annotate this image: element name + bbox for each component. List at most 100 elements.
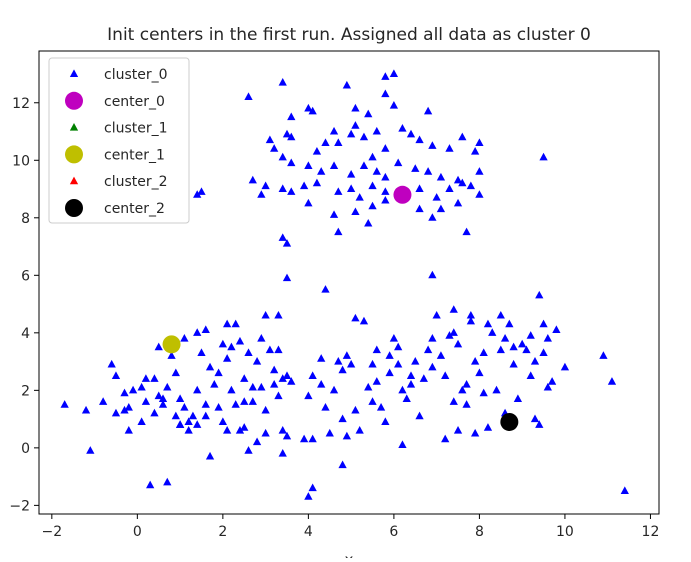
cluster_0-point	[338, 460, 347, 469]
cluster_0-point	[385, 351, 394, 359]
cluster_0-point	[475, 368, 484, 377]
cluster_0-point	[154, 391, 163, 400]
cluster_0-point	[492, 385, 501, 394]
cluster_0-point	[423, 106, 433, 115]
cluster_0-point	[150, 374, 159, 382]
cluster_0-point	[317, 379, 326, 388]
cluster_0-point	[428, 213, 437, 221]
cluster_0-point	[398, 440, 407, 448]
cluster_0-point	[599, 351, 608, 359]
cluster_0-point	[470, 356, 480, 365]
cluster_0-point	[282, 129, 292, 138]
cluster_0-point	[415, 184, 424, 193]
cluster_0-point	[505, 319, 514, 328]
cluster_0-point	[120, 405, 129, 414]
x-tick-label: 8	[475, 524, 484, 540]
cluster_0-point	[248, 175, 257, 184]
cluster_0-point	[389, 69, 399, 77]
cluster_0-point	[180, 402, 189, 411]
cluster_0-point	[193, 190, 202, 198]
cluster_0-point	[278, 374, 287, 382]
cluster_0-point	[278, 78, 287, 86]
cluster_0-point	[312, 147, 322, 155]
cluster_0-point	[372, 377, 381, 385]
cluster_0-point	[560, 362, 570, 371]
cluster_0-point	[154, 342, 163, 351]
cluster_0-point	[214, 368, 223, 377]
cluster_0-point	[184, 417, 193, 425]
cluster_0-point	[287, 132, 296, 141]
cluster_0-point	[458, 178, 467, 187]
cluster_0-point	[287, 158, 296, 167]
cluster_0-point	[368, 201, 377, 210]
legend-marker-center_1	[65, 145, 83, 164]
cluster_0-point	[411, 164, 420, 172]
center_0-marker	[393, 185, 412, 204]
cluster_0-point	[368, 181, 377, 190]
legend: cluster_0 center_0 cluster_1 center_1cluste…	[48, 57, 190, 224]
cluster_0-point	[445, 144, 454, 152]
cluster_0-point	[406, 371, 416, 379]
cluster_0-point	[355, 426, 364, 434]
cluster_0-point	[479, 348, 488, 356]
x-tick-label: 10	[556, 524, 574, 540]
cluster_0-point	[479, 388, 488, 397]
cluster_0-point	[458, 385, 467, 394]
cluster_0-point	[351, 207, 360, 216]
cluster_0-point	[381, 172, 390, 181]
legend-marker-center_0	[65, 91, 83, 110]
cluster_0-point	[398, 385, 407, 394]
cluster_0-point	[248, 382, 257, 391]
cluster_0-point	[188, 411, 198, 420]
cluster_0-point	[120, 388, 129, 397]
cluster_0-point	[244, 348, 253, 356]
cluster_0-point	[334, 187, 343, 195]
center_1-marker	[162, 335, 181, 354]
legend-box	[48, 57, 190, 224]
cluster_0-point	[163, 477, 172, 486]
cluster_0-point	[244, 446, 253, 454]
cluster_0-point	[222, 426, 232, 434]
cluster_0-point	[423, 167, 433, 175]
cluster_0-point	[235, 336, 245, 345]
cluster_0-point	[364, 382, 373, 391]
cluster_0-point	[441, 434, 450, 443]
cluster_0-point	[381, 72, 390, 80]
cluster_0-point	[539, 319, 548, 328]
cluster_0-point	[445, 331, 454, 339]
cluster_0-point	[453, 426, 463, 434]
cluster_0-point	[470, 147, 480, 155]
cluster_0-point	[317, 354, 326, 362]
cluster_0-point	[240, 423, 249, 431]
cluster_0-point	[175, 420, 185, 428]
cluster_0-point	[394, 342, 403, 351]
cluster_0-point	[462, 400, 471, 408]
cluster_0-point	[158, 400, 168, 408]
cluster_0-point	[334, 138, 343, 147]
x-axis-label: x	[345, 551, 354, 558]
x-tick-label: 4	[304, 524, 313, 540]
cluster_0-point	[282, 239, 292, 247]
cluster_0-point	[411, 356, 420, 365]
x-tick-label: −2	[42, 524, 63, 540]
cluster_0-point	[338, 414, 347, 423]
cluster_0-point	[543, 382, 552, 391]
cluster_0-point	[620, 486, 629, 494]
cluster_0-point	[128, 385, 138, 394]
cluster_0-point	[329, 210, 339, 218]
cluster_0-point	[346, 170, 356, 178]
legend-marker-cluster_0	[69, 69, 79, 77]
y-axis-ticks: −2 0 2 4 6 8 10 12	[9, 96, 39, 514]
x-tick-label: 12	[642, 524, 660, 540]
cluster_0-point	[342, 351, 352, 359]
cluster_0-point	[197, 348, 206, 356]
cluster_0-point	[381, 187, 390, 195]
cluster_0-point	[308, 106, 317, 115]
cluster_0-point	[287, 377, 296, 385]
cluster_0-point	[248, 397, 257, 405]
cluster_0-point	[351, 103, 360, 112]
cluster_0-point	[394, 158, 403, 167]
cluster_0-point	[240, 374, 249, 382]
cluster_0-point	[488, 328, 497, 336]
